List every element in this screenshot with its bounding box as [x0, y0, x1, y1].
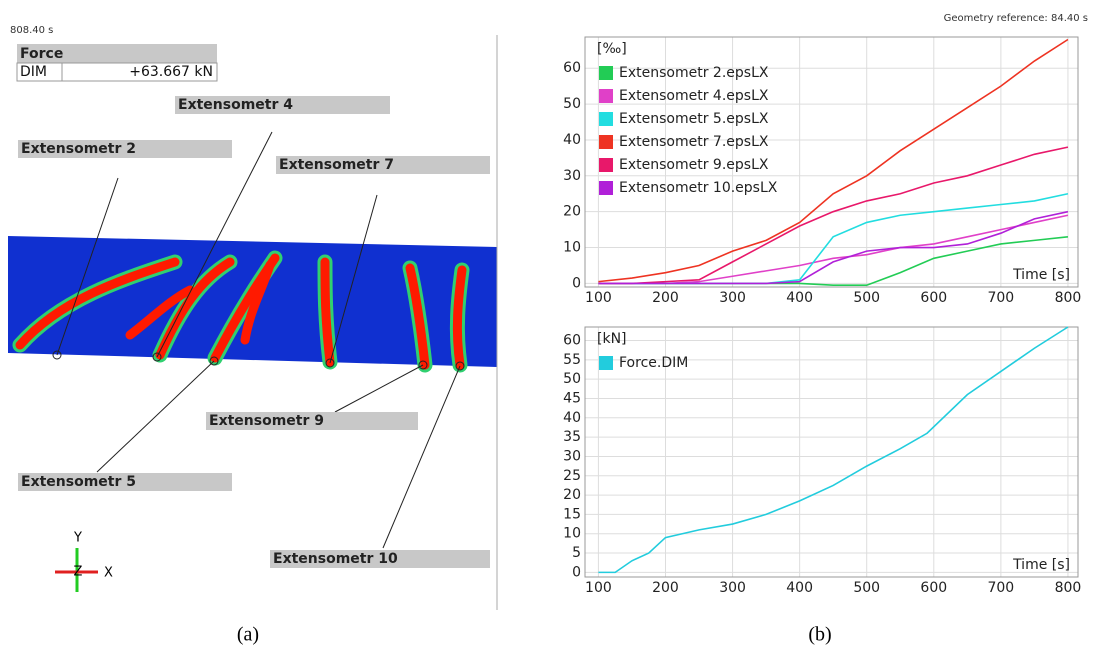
x-tick-label: 800: [1055, 290, 1082, 306]
x-tick-label: 300: [719, 580, 746, 596]
legend-entry: Extensometr 2.epsLX: [619, 65, 769, 81]
x-tick-label: 700: [987, 290, 1014, 306]
axis-y: Y: [73, 531, 82, 546]
x-axis-label: Time [s]: [1012, 557, 1070, 573]
extensometer-label: Extensometr 10: [273, 551, 398, 567]
legend-entry: Extensometr 5.epsLX: [619, 111, 769, 127]
x-tick-label: 100: [585, 290, 612, 306]
legend-swatch: [599, 356, 613, 370]
x-tick-label: 500: [853, 580, 880, 596]
y-tick-label: 30: [563, 448, 581, 464]
y-tick-label: 60: [563, 333, 581, 349]
y-axis-label: [kN]: [597, 331, 627, 347]
y-tick-label: 25: [563, 468, 581, 484]
legend-swatch: [599, 66, 613, 80]
y-tick-label: 55: [563, 352, 581, 368]
x-tick-label: 300: [719, 290, 746, 306]
y-tick-label: 20: [563, 204, 581, 220]
legend-entry: Extensometr 9.epsLX: [619, 157, 769, 173]
force-value: +63.667 kN: [129, 64, 213, 80]
x-tick-label: 500: [853, 290, 880, 306]
y-tick-label: 50: [563, 96, 581, 112]
legend-entry: Extensometr 10.epsLX: [619, 180, 778, 196]
x-tick-label: 200: [652, 290, 679, 306]
y-tick-label: 0: [572, 275, 581, 291]
x-tick-label: 100: [585, 580, 612, 596]
y-axis-label: [‰]: [597, 41, 627, 57]
y-tick-label: 15: [563, 506, 581, 522]
x-tick-label: 600: [920, 290, 947, 306]
legend-swatch: [599, 135, 613, 149]
caption: (b): [808, 624, 831, 646]
legend-entry: Extensometr 4.epsLX: [619, 88, 769, 104]
x-tick-label: 200: [652, 580, 679, 596]
x-tick-label: 400: [786, 580, 813, 596]
geometry-reference: Geometry reference: 84.40 s: [944, 13, 1088, 24]
legend-swatch: [599, 181, 613, 195]
axis-x: X: [104, 566, 113, 581]
x-axis-label: Time [s]: [1012, 267, 1070, 283]
extensometer-label: Extensometr 9: [209, 413, 324, 429]
x-tick-label: 700: [987, 580, 1014, 596]
extensometer-label: Extensometr 7: [279, 157, 394, 173]
legend-swatch: [599, 112, 613, 126]
y-tick-label: 45: [563, 390, 581, 406]
y-tick-label: 30: [563, 168, 581, 184]
y-tick-label: 60: [563, 60, 581, 76]
x-tick-label: 800: [1055, 580, 1082, 596]
y-tick-label: 40: [563, 132, 581, 148]
y-tick-label: 20: [563, 487, 581, 503]
force-title: Force: [20, 46, 63, 62]
axis-z: Z: [74, 565, 83, 580]
extensometer-label: Extensometr 4: [178, 97, 293, 113]
y-tick-label: 10: [563, 526, 581, 542]
caption: (a): [237, 624, 259, 646]
y-tick-label: 35: [563, 429, 581, 445]
legend-entry: Extensometr 7.epsLX: [619, 134, 769, 150]
y-tick-label: 0: [572, 564, 581, 580]
y-tick-label: 40: [563, 410, 581, 426]
y-tick-label: 10: [563, 240, 581, 256]
legend-entry: Force.DIM: [619, 355, 688, 371]
force-name: DIM: [20, 64, 47, 80]
extensometer-label: Extensometr 2: [21, 141, 136, 157]
y-tick-label: 50: [563, 371, 581, 387]
x-tick-label: 600: [920, 580, 947, 596]
y-tick-label: 5: [572, 545, 581, 561]
extensometer-label: Extensometr 5: [21, 474, 136, 490]
x-tick-label: 400: [786, 290, 813, 306]
figure: 808.40 s Geometry reference: 84.40 s For…: [0, 0, 1093, 651]
time-label: 808.40 s: [10, 25, 53, 36]
axis-triad: Y Z X: [55, 531, 113, 593]
legend-swatch: [599, 158, 613, 172]
legend-swatch: [599, 89, 613, 103]
